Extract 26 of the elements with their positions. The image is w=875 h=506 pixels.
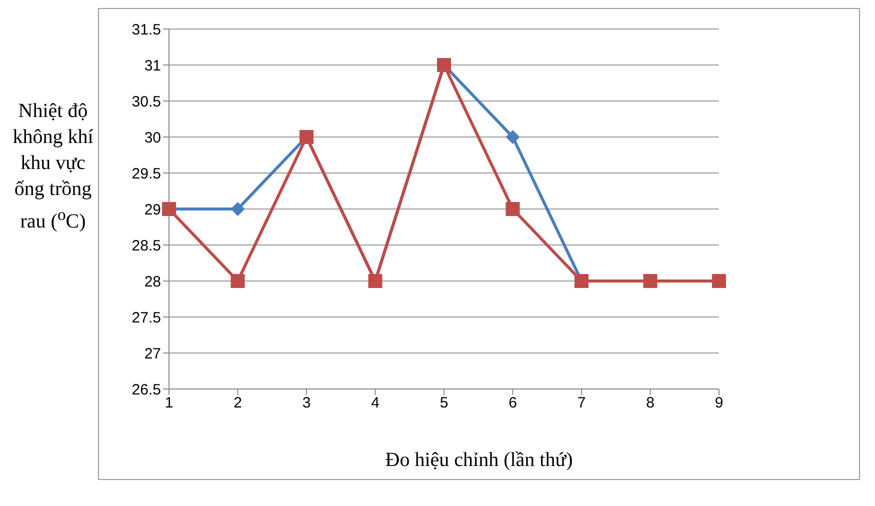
- y-tick-label: 29.5: [132, 165, 161, 182]
- x-tick-label: 2: [234, 394, 242, 412]
- x-tick-label: 7: [577, 394, 586, 412]
- x-axis-title: Đo hiệu chỉnh (lần thứ): [384, 449, 574, 472]
- point: [506, 130, 520, 144]
- y-tick-label: 26.5: [132, 381, 161, 398]
- x-tick-label: 8: [646, 394, 654, 412]
- x-tick-label: 6: [508, 394, 517, 412]
- y-tick-label: 31.5: [132, 21, 161, 38]
- x-tick-label: 9: [714, 394, 724, 412]
- y-axis-title: Nhiệt độ không khí khu vực ống trồng rau ($^{o}$C): [12, 99, 94, 235]
- y-tick-label: 30.5: [132, 93, 161, 110]
- point: [506, 202, 520, 216]
- y-tick-label: 31: [144, 57, 161, 74]
- y-tick-label: 30: [144, 129, 161, 146]
- y-tick-label: 27: [144, 345, 161, 362]
- x-tick-label: 1: [164, 394, 174, 412]
- y-tick-label: 27.5: [132, 309, 161, 326]
- x-tick-label: 5: [440, 394, 448, 412]
- point: [230, 274, 245, 288]
- point: [230, 202, 245, 216]
- x-tick-label: 3: [302, 394, 311, 412]
- y-tick-label: 28: [144, 273, 161, 290]
- y-tick-label: 29: [144, 201, 161, 218]
- y-tick-label: 28.5: [132, 237, 161, 254]
- x-tick-label: 4: [371, 394, 380, 412]
